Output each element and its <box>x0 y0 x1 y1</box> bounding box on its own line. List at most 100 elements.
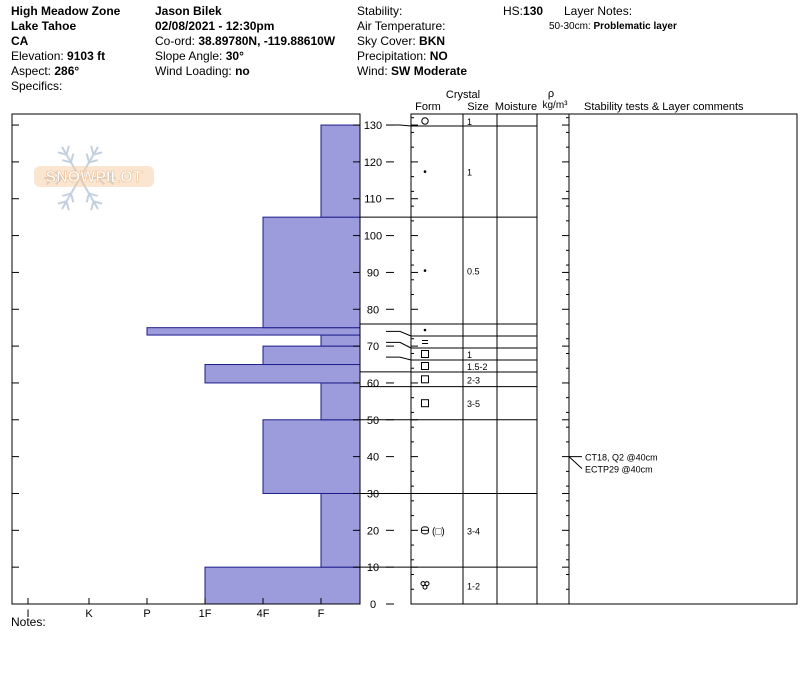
layer-connector <box>386 356 412 361</box>
specifics-label: Specifics: <box>11 79 63 93</box>
stability-column-frame <box>568 113 798 605</box>
precip-label: Precipitation: <box>357 49 427 63</box>
stability-test-label: CT18, Q2 @40cm <box>585 453 658 463</box>
region-name: Lake Tahoe <box>11 19 77 33</box>
depth-tick-label: 20 <box>367 525 379 537</box>
dot-symbol <box>423 170 427 173</box>
snowflake-branch <box>62 159 72 164</box>
slope-label: Slope Angle: <box>155 49 223 63</box>
snowflake-icon <box>44 145 116 211</box>
layer-connector <box>386 341 412 349</box>
snowflake-branch <box>90 201 95 211</box>
sky-label: Sky Cover: <box>357 34 416 48</box>
hs-value: 130 <box>523 4 544 18</box>
crystal-header: Crystal <box>446 89 480 101</box>
dot-symbol <box>423 269 427 272</box>
hardness-tick-label: P <box>143 608 150 620</box>
layer-connectors <box>360 124 412 568</box>
layer-note-range: 50-30cm: <box>549 21 591 32</box>
layer-size-label: 3-5 <box>467 399 480 409</box>
layer-note-row: 50-30cm: Problematic layer <box>549 19 677 34</box>
stability-label: Stability: <box>357 4 403 18</box>
depth-tick-label: 30 <box>367 488 379 500</box>
circle-symbol <box>421 117 429 125</box>
depth-tick-label: 50 <box>367 415 379 427</box>
layer-notes-label: Layer Notes: <box>564 4 633 18</box>
observation-datetime: 02/08/2021 - 12:30pm <box>155 19 275 33</box>
moisture-header: Moisture <box>495 101 537 113</box>
wind-row: Wind: SW Moderate <box>357 64 467 79</box>
snowflake-branch <box>70 153 75 163</box>
layer-size-label: 1.5-2 <box>467 362 488 372</box>
air-temp-label: Air Temperature: <box>357 19 446 33</box>
snowflake-branch <box>54 170 63 179</box>
hardness-bar <box>320 382 361 421</box>
layer-note-text: Problematic layer <box>593 21 677 32</box>
layer-size-label: 2-3 <box>467 375 480 385</box>
chart-frames <box>11 113 798 605</box>
coord-value: 38.89780N, -119.88610W <box>198 34 336 48</box>
snowflake-branch <box>85 193 90 203</box>
snowflake-branch <box>97 170 106 179</box>
depth-tick-label: 70 <box>367 341 379 353</box>
snowflake-branch <box>85 153 90 163</box>
hardness-tick-label: 1F <box>199 608 212 620</box>
hardness-tick-label: F <box>318 608 325 620</box>
facet-symbol <box>421 350 429 358</box>
depth-tick-label: 120 <box>364 157 382 169</box>
wind-loading-label: Wind Loading: <box>155 64 232 78</box>
snowflake-branch <box>57 151 67 156</box>
layer-size-label: 3-4 <box>467 526 480 536</box>
depth-tick-label: 130 <box>364 120 382 132</box>
logo-banner <box>34 166 154 187</box>
sky-value: BKN <box>419 34 446 48</box>
depth-tick-label: 0 <box>370 599 376 611</box>
layer-table: 1-2 (□) 3-4 3-5 2-3 1.5-2 1 0.5 1 1 <box>411 117 537 592</box>
stability-comments-header: Stability tests & Layer comments <box>584 101 744 113</box>
hardness-bar <box>262 419 361 494</box>
wind-loading-row: Wind Loading: no <box>155 64 335 79</box>
depth-tick-label: 80 <box>367 304 379 316</box>
depth-tick-label: 60 <box>367 378 379 390</box>
depth-axis: 0 10 20 30 40 50 60 70 80 90 100 110 120 130 <box>12 117 569 611</box>
wind-loading-value: no <box>235 64 250 78</box>
stability-test-label: ECTP29 @40cm <box>585 465 653 475</box>
hardness-bars <box>146 124 361 605</box>
coord-row: Co-ord: 38.89780N, -119.88610W <box>155 34 335 49</box>
aspect-value: 286° <box>54 64 80 78</box>
hardness-bar <box>320 124 361 218</box>
notes-label: Notes: <box>11 615 46 629</box>
hardness-bar <box>204 566 361 605</box>
layer-size-label: 1 <box>467 350 472 360</box>
snowflake-branch <box>97 177 106 186</box>
hardness-bar <box>320 334 361 347</box>
header-col3: Stability: Air Temperature: Sky Cover: B… <box>357 4 467 79</box>
hardness-tick-label: I <box>26 608 29 620</box>
hardness-bar <box>146 327 361 336</box>
hardness-tick-label: 4F <box>257 608 270 620</box>
snowflake-branch <box>62 192 72 197</box>
snowpilot-logo: SNOWPILOT <box>34 145 154 211</box>
rounded-facet-secondary: (□) <box>432 526 445 537</box>
state-name: CA <box>11 34 29 48</box>
hardness-bar <box>204 364 361 384</box>
hardness-plot-frame <box>11 113 361 605</box>
stability-tests: CT18, Q2 @40cm ECTP29 @40cm <box>568 453 658 475</box>
stability-test-leader <box>568 456 583 469</box>
snowflake-branch <box>54 177 63 186</box>
layer-connector <box>386 330 412 337</box>
layer-size-label: 1 <box>467 168 472 178</box>
hs-row: HS:130 <box>503 4 543 19</box>
aspect-label: Aspect: <box>11 64 52 78</box>
observer-name: Jason Bilek <box>155 4 222 18</box>
precip-row: Precipitation: NO <box>357 49 467 64</box>
header-col2: Jason Bilek 02/08/2021 - 12:30pm Co-ord:… <box>155 4 335 79</box>
size-header: Size <box>467 101 488 113</box>
layer-size-label: 1 <box>467 117 472 127</box>
wind-value: SW Moderate <box>391 64 468 78</box>
snowflake-branch <box>70 193 75 203</box>
snowflake-branch <box>45 170 54 179</box>
layer-size-label: 0.5 <box>467 267 480 277</box>
snowflake-branch <box>106 170 115 179</box>
